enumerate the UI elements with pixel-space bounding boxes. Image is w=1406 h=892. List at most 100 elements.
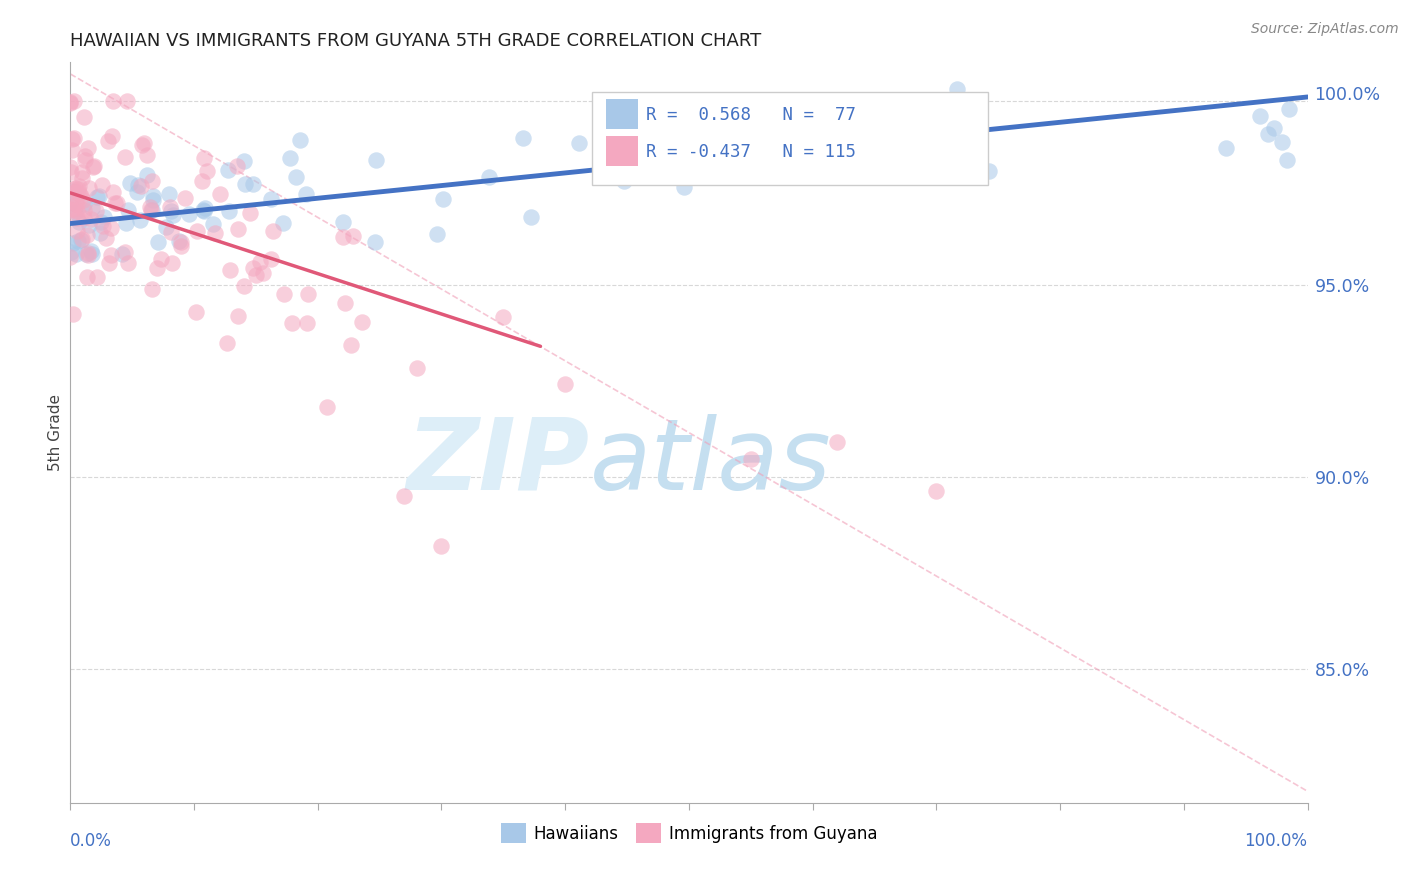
Text: ZIP: ZIP xyxy=(406,414,591,511)
Point xyxy=(252,266,274,280)
Point xyxy=(946,82,969,96)
Text: 100.0%: 100.0% xyxy=(1244,832,1308,850)
Point xyxy=(179,207,201,221)
Point xyxy=(342,228,364,243)
Point xyxy=(63,131,86,145)
Point xyxy=(66,234,89,248)
Point xyxy=(142,193,165,207)
Point xyxy=(60,143,83,157)
Point xyxy=(98,256,121,270)
Point xyxy=(82,202,104,216)
Point xyxy=(69,233,91,247)
Point xyxy=(89,227,111,241)
Point xyxy=(59,250,82,264)
Point xyxy=(77,141,100,155)
Legend: Hawaiians, Immigrants from Guyana: Hawaiians, Immigrants from Guyana xyxy=(494,816,884,850)
Point xyxy=(115,94,138,108)
Point xyxy=(72,193,94,207)
Point xyxy=(76,245,98,260)
Point xyxy=(82,161,104,175)
Point xyxy=(82,247,104,261)
Point xyxy=(101,185,124,199)
Point xyxy=(139,202,162,217)
Point xyxy=(193,151,215,165)
Point xyxy=(1257,127,1279,141)
Point xyxy=(72,231,94,245)
FancyBboxPatch shape xyxy=(606,136,638,166)
Point xyxy=(96,231,118,245)
Point xyxy=(67,182,90,196)
Point xyxy=(979,164,1001,178)
Point xyxy=(114,150,136,164)
Point xyxy=(160,256,183,270)
Point xyxy=(84,203,107,218)
Point xyxy=(242,177,264,191)
Point xyxy=(76,270,98,285)
Point xyxy=(70,188,93,202)
Point xyxy=(117,255,139,269)
Point xyxy=(114,216,136,230)
Point xyxy=(364,153,387,167)
Point xyxy=(66,224,89,238)
Point xyxy=(139,201,162,215)
Text: HAWAIIAN VS IMMIGRANTS FROM GUYANA 5TH GRADE CORRELATION CHART: HAWAIIAN VS IMMIGRANTS FROM GUYANA 5TH G… xyxy=(70,32,762,50)
Point xyxy=(160,225,183,239)
Point xyxy=(1263,120,1285,135)
Point xyxy=(195,163,218,178)
Point xyxy=(101,128,124,143)
Point xyxy=(67,179,90,194)
Point xyxy=(66,197,89,211)
Point xyxy=(426,227,449,242)
Point xyxy=(77,218,100,232)
Point xyxy=(75,153,97,167)
Point xyxy=(63,185,86,199)
Point xyxy=(80,244,103,258)
Point xyxy=(62,307,84,321)
Point xyxy=(194,201,217,215)
Point xyxy=(1249,109,1271,123)
Point xyxy=(193,203,215,218)
Point xyxy=(1215,141,1237,155)
Point xyxy=(285,169,308,184)
Point xyxy=(86,190,108,204)
Point xyxy=(63,205,86,219)
Point xyxy=(232,153,254,168)
Point xyxy=(60,245,83,260)
Point xyxy=(59,160,82,174)
Y-axis label: 5th Grade: 5th Grade xyxy=(48,394,63,471)
Point xyxy=(239,205,262,219)
Point xyxy=(925,483,948,498)
Point xyxy=(91,178,114,193)
Point xyxy=(316,400,339,414)
Point xyxy=(273,286,295,301)
Point xyxy=(73,202,96,217)
Point xyxy=(215,335,238,350)
Point xyxy=(333,296,356,310)
Point xyxy=(59,95,82,110)
Point xyxy=(157,187,180,202)
Point xyxy=(72,171,94,186)
Point xyxy=(364,235,387,249)
Text: atlas: atlas xyxy=(591,414,831,511)
FancyBboxPatch shape xyxy=(606,99,638,129)
FancyBboxPatch shape xyxy=(592,92,988,185)
Point xyxy=(226,222,249,236)
Point xyxy=(75,149,97,163)
Point xyxy=(60,132,83,146)
Point xyxy=(352,315,374,329)
Point xyxy=(295,186,318,201)
Point xyxy=(60,165,83,179)
Text: 0.0%: 0.0% xyxy=(70,832,112,850)
Point xyxy=(83,159,105,173)
Point xyxy=(219,262,242,277)
Point xyxy=(271,216,294,230)
Point xyxy=(136,169,159,183)
Point xyxy=(73,211,96,225)
Point xyxy=(162,208,184,222)
Point xyxy=(97,134,120,148)
Point xyxy=(105,196,128,211)
Text: Source: ZipAtlas.com: Source: ZipAtlas.com xyxy=(1251,22,1399,37)
Point xyxy=(297,287,319,301)
Point xyxy=(723,166,745,180)
Point xyxy=(191,174,214,188)
